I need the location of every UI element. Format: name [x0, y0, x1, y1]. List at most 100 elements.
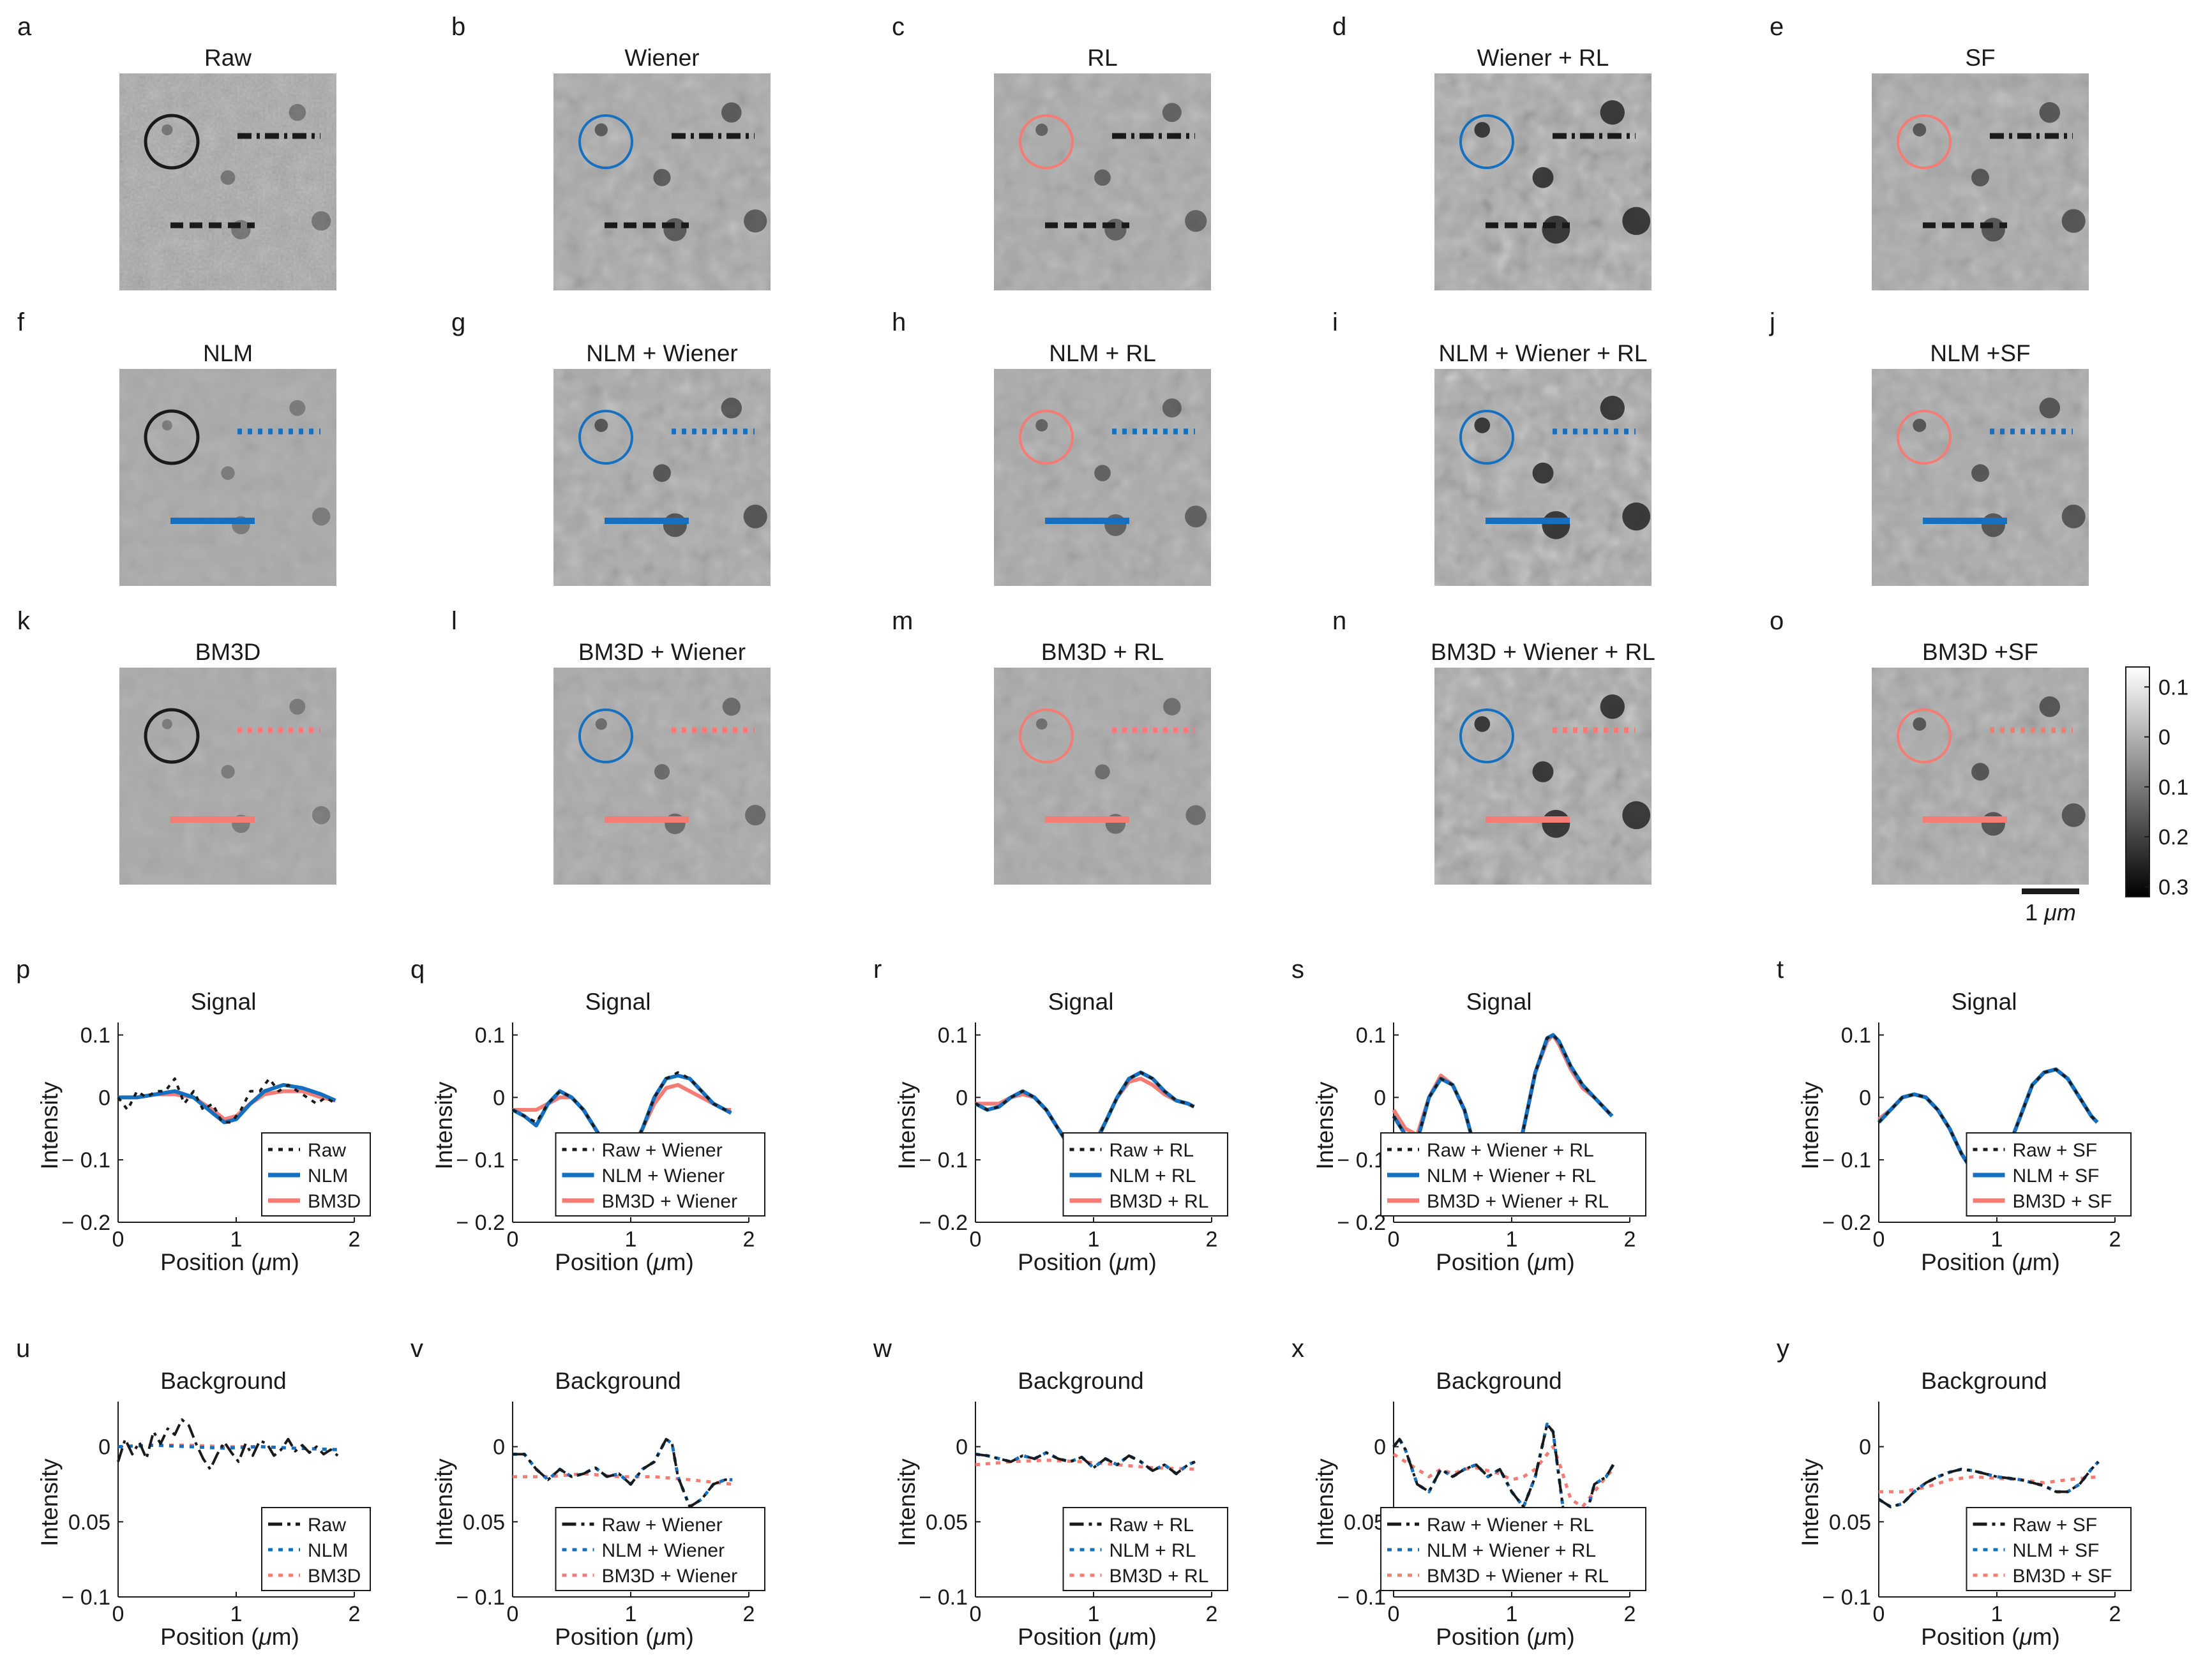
chart-letter: r	[873, 955, 882, 984]
chart-r: r Signal 0 1 2 0.1 0 − 0.1 − 0.2 Position (μm) Int…	[873, 955, 1228, 1275]
series-line-bm3d-rl	[975, 1458, 1196, 1471]
particle-blob	[1622, 801, 1651, 830]
series-line-nlm	[118, 1082, 336, 1125]
legend-label: NLM + Wiener + RL	[1427, 1540, 1596, 1561]
x-tick-label: 0	[1388, 1602, 1400, 1626]
panel-title: BM3D	[195, 639, 261, 665]
colorbar-tick-label: 0	[2158, 726, 2171, 750]
particle-blob	[1600, 100, 1625, 125]
x-label-text: Position (	[1921, 1624, 2020, 1650]
x-label-text: Position (	[1921, 1249, 2020, 1275]
chart-legend: Raw + RL NLM + RL BM3D + RL	[1062, 1507, 1228, 1591]
particle-blob	[221, 466, 235, 480]
legend-label: NLM + Wiener	[602, 1165, 725, 1187]
chart-legend: Raw + Wiener NLM + Wiener BM3D + Wiener	[555, 1132, 765, 1217]
particle-blob	[2039, 397, 2061, 419]
x-tick-label: 0	[112, 1227, 124, 1252]
particle-blob	[594, 418, 608, 432]
panel-letter: h	[892, 308, 906, 336]
chart-title: Signal	[191, 989, 257, 1015]
chart-letter: w	[873, 1335, 892, 1363]
x-tick-label: 2	[743, 1602, 755, 1626]
roi-circle	[1019, 410, 1074, 465]
panel-letter: n	[1332, 607, 1346, 635]
legend-label: BM3D + Wiener + RL	[1427, 1566, 1609, 1587]
x-tick-label: 1	[625, 1227, 637, 1252]
x-tick-label: 1	[230, 1602, 243, 1626]
particle-blob	[744, 209, 767, 233]
chart-title: Signal	[585, 989, 651, 1015]
chart-w: w Background 0 1 2 0 0.05 − 0.1 Position (μm) Int…	[873, 1335, 1228, 1650]
series-line-raw	[117, 1418, 339, 1471]
legend-label: NLM + RL	[1110, 1165, 1196, 1187]
y-tick-label: 0	[98, 1435, 110, 1460]
legend-label: Raw + Wiener	[602, 1140, 723, 1161]
chart-title: Signal	[1466, 989, 1532, 1015]
x-label-mu: μ	[652, 1249, 666, 1275]
x-tick-label: 0	[970, 1602, 982, 1626]
particle-blob	[743, 504, 767, 528]
y-tick-label: 0.1	[80, 1024, 110, 1048]
panel-noise	[119, 73, 336, 290]
particle-blob	[594, 123, 608, 137]
particle-blob	[653, 464, 671, 483]
x-tick-label: 0	[1388, 1227, 1400, 1252]
roi-circle	[578, 410, 633, 465]
legend-label: Raw + RL	[1110, 1515, 1194, 1536]
particle-blob	[1913, 418, 1927, 432]
panel-title: BM3D + Wiener	[578, 639, 746, 665]
series-line-bm3d-wiener	[513, 1472, 733, 1486]
legend-label: Raw + Wiener + RL	[1427, 1515, 1594, 1536]
particle-blob	[2061, 504, 2086, 528]
particle-blob	[663, 513, 687, 537]
image-panel-b: b Wiener	[451, 13, 771, 290]
legend-label: NLM + Wiener + RL	[1427, 1165, 1596, 1187]
series-line-nlm	[117, 1443, 338, 1451]
particle-blob	[745, 805, 766, 826]
y-tick-label: − 0.2	[1337, 1211, 1386, 1235]
y-axis-label: Intensity	[431, 1081, 457, 1169]
x-axis-label: Position (μm)	[1018, 1624, 1157, 1650]
legend-label: BM3D + Wiener + RL	[1427, 1191, 1609, 1212]
image-panel-o: o BM3D +SF	[1770, 607, 2089, 885]
legend-label: Raw + SF	[2013, 1515, 2098, 1536]
x-tick-label: 1	[1506, 1602, 1518, 1626]
particle-blob	[1542, 215, 1570, 244]
y-axis-label: Intensity	[894, 1081, 920, 1169]
particle-blob	[1532, 462, 1554, 484]
roi-circle	[1897, 410, 1952, 465]
image-panel-e: e SF	[1770, 13, 2089, 290]
chart-legend: Raw + SF NLM + SF BM3D + SF	[1966, 1132, 2132, 1217]
chart-letter: x	[1291, 1335, 1304, 1363]
particle-blob	[312, 507, 331, 526]
x-label-unit: m)	[1547, 1249, 1575, 1275]
y-axis-label: Intensity	[1312, 1458, 1338, 1546]
chart-u: u Background 0 1 2 0 0.05 − 0.1 Position (μm) Int…	[16, 1335, 371, 1650]
x-tick-label: 1	[230, 1227, 243, 1252]
particle-blob	[1094, 169, 1111, 186]
x-axis-label: Position (μm)	[160, 1624, 299, 1650]
x-tick-label: 2	[2109, 1227, 2121, 1252]
particle-blob	[663, 218, 687, 241]
legend-label: Raw + Wiener + RL	[1427, 1140, 1594, 1161]
series-line-raw-wiener	[513, 1437, 733, 1508]
series-line-bm3d-sf	[1879, 1475, 2099, 1494]
legend-label: Raw	[308, 1140, 346, 1161]
image-panel-h: h NLM + RL	[892, 308, 1211, 586]
x-tick-label: 1	[1991, 1602, 2003, 1626]
particle-blob	[721, 397, 742, 419]
chart-legend: Raw NLM BM3D	[261, 1507, 371, 1591]
x-tick-label: 2	[1206, 1227, 1218, 1252]
particle-blob	[312, 211, 331, 231]
y-tick-label: 0	[98, 1086, 110, 1110]
particle-blob	[1474, 122, 1491, 138]
chart-letter: q	[410, 955, 425, 984]
panel-letter: j	[1769, 308, 1775, 336]
x-label-mu: μ	[1115, 1624, 1129, 1650]
panel-letter: l	[451, 607, 457, 635]
x-label-mu: μ	[2019, 1249, 2032, 1275]
y-tick-label: 0	[1859, 1086, 1871, 1110]
particle-blob	[595, 718, 607, 730]
panel-letter: g	[451, 308, 465, 336]
